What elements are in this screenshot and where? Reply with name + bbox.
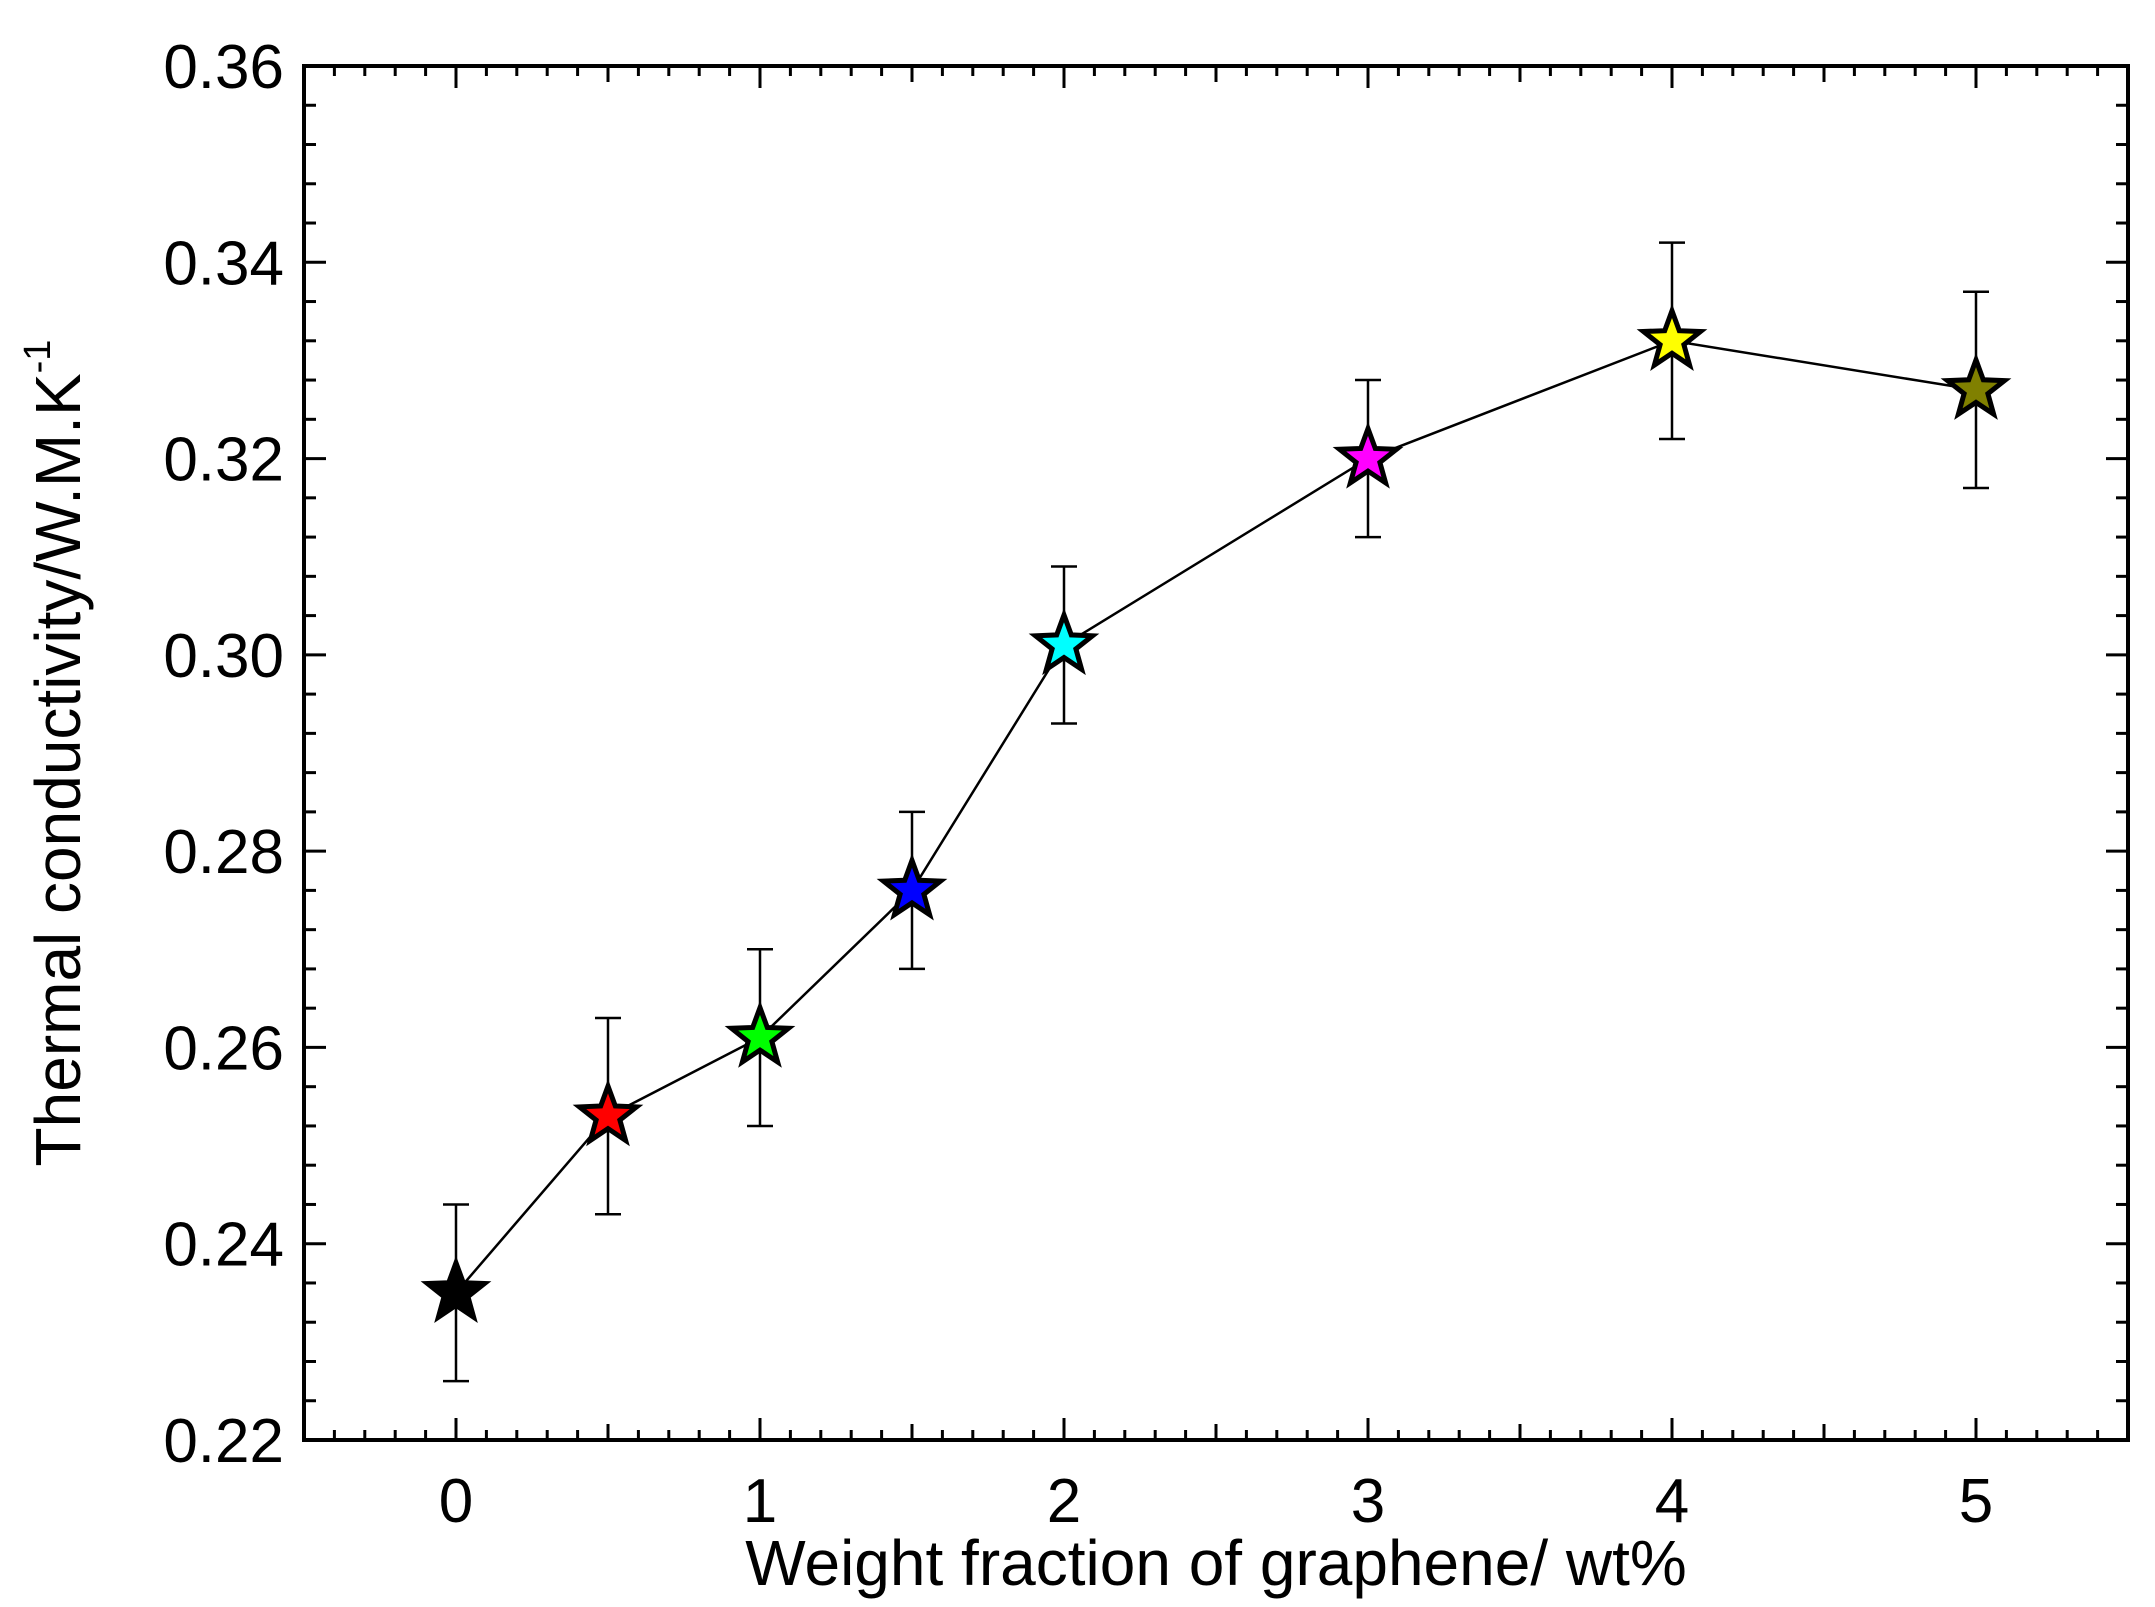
series-line — [455, 339, 1977, 1294]
data-point-star — [876, 853, 948, 921]
x-tick-label: 4 — [1655, 1467, 1689, 1536]
data-point-star — [420, 1255, 492, 1323]
y-tick-label: 0.32 — [163, 426, 284, 495]
data-point-star — [572, 1078, 644, 1147]
y-axis-title-superscript: -1 — [17, 340, 59, 374]
y-axis-title-group: Thermal conductivity/W.M.K-1 — [17, 340, 94, 1167]
y-tick-label: 0.26 — [163, 1014, 284, 1083]
x-tick-label: 2 — [1047, 1467, 1081, 1536]
y-tick-label: 0.24 — [163, 1211, 284, 1280]
x-tick-label: 0 — [439, 1467, 473, 1536]
data-markers — [420, 303, 2012, 1323]
y-tick-label: 0.34 — [163, 229, 284, 298]
y-axis-title: Thermal conductivity/W.M.K — [22, 373, 94, 1166]
series-line-group — [455, 339, 1977, 1294]
plot-frame — [302, 64, 2130, 1442]
axis-ticks — [302, 64, 2130, 1442]
x-axis-title: Weight fraction of graphene/ wt% — [745, 1527, 1687, 1599]
data-point-star — [1332, 421, 1404, 489]
y-tick-label: 0.22 — [163, 1407, 284, 1476]
svg-text:Thermal conductivity/W.M.K-1: Thermal conductivity/W.M.K-1 — [17, 340, 94, 1167]
y-tick-label: 0.30 — [163, 622, 284, 691]
data-point-star — [1636, 303, 1708, 371]
error-bars — [443, 241, 1989, 1383]
axis-tick-labels: 0.22 0.24 0.26 0.28 0.30 0.32 0.34 0.36 0 1 2 3 4 5 — [163, 33, 1993, 1536]
x-tick-label: 5 — [1959, 1467, 1993, 1536]
x-tick-label: 3 — [1351, 1467, 1385, 1536]
data-point-star — [1940, 352, 2012, 420]
x-tick-label: 1 — [743, 1467, 777, 1536]
data-point-star — [1028, 607, 1100, 676]
data-point-star — [724, 1000, 796, 1068]
y-tick-label: 0.36 — [163, 33, 284, 102]
y-tick-label: 0.28 — [163, 818, 284, 887]
